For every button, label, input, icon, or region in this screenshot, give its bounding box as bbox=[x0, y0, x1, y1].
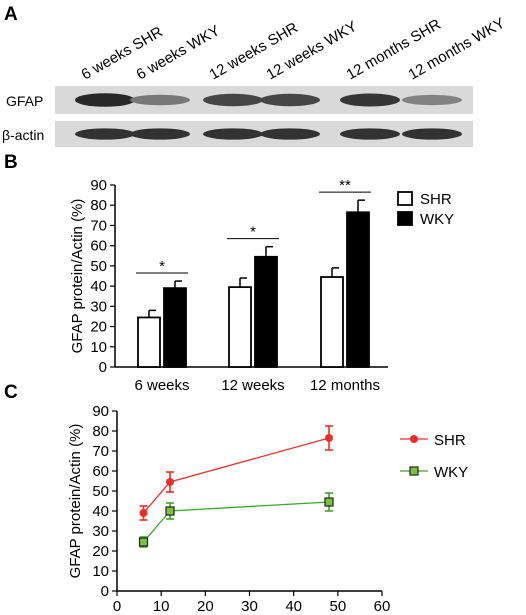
x-tick-label: 20 bbox=[197, 598, 214, 615]
blot-band bbox=[75, 128, 135, 140]
bar-shr bbox=[228, 286, 252, 368]
blot-band bbox=[260, 128, 320, 140]
y-tick-label: 10 bbox=[92, 563, 109, 580]
significance-mark: * bbox=[159, 258, 165, 275]
legend-swatch-wky bbox=[397, 211, 413, 226]
data-point-wky bbox=[138, 537, 149, 547]
y-tick-label: 60 bbox=[92, 463, 109, 480]
x-tick-label: 12 weeks bbox=[221, 377, 284, 394]
blot-band bbox=[130, 128, 190, 140]
data-point-shr bbox=[166, 478, 174, 486]
panel-b-bar-chart: B 0 10 20 30 40 50 60 70 80 90 6 weeks * 12 weeks * 12… bbox=[4, 152, 454, 394]
y-tick-label: 10 bbox=[90, 339, 107, 356]
y-axis-label: GFAP protein/Actin (%) bbox=[67, 424, 84, 579]
bar-shr bbox=[137, 316, 161, 368]
y-tick-label: 30 bbox=[90, 298, 107, 315]
y-tick-label: 50 bbox=[90, 258, 107, 275]
blot-band bbox=[340, 93, 400, 107]
y-tick-label: 90 bbox=[92, 403, 109, 420]
y-tick-label: 40 bbox=[90, 278, 107, 295]
x-tick-label: 10 bbox=[153, 598, 170, 615]
y-tick-label: 0 bbox=[101, 583, 109, 600]
y-tick-label: 20 bbox=[90, 319, 107, 336]
blot-band bbox=[203, 93, 263, 107]
bar-wky bbox=[254, 255, 278, 368]
blot-band bbox=[203, 128, 263, 140]
x-tick-label: 30 bbox=[241, 598, 258, 615]
bar-shr bbox=[320, 276, 344, 368]
blot-band bbox=[402, 94, 462, 106]
y-tick-label: 70 bbox=[92, 443, 109, 460]
legend-marker-shr bbox=[410, 435, 418, 443]
y-tick-label: 20 bbox=[92, 543, 109, 560]
bar-chart: 0 10 20 30 40 50 60 70 80 90 6 weeks * 12 weeks * 12 m… bbox=[69, 177, 454, 394]
blot-band bbox=[130, 94, 190, 106]
blot-band bbox=[260, 93, 320, 107]
panel-label-a: A bbox=[4, 4, 18, 25]
legend-label-shr: SHR bbox=[434, 432, 466, 449]
x-tick-label: 50 bbox=[329, 598, 346, 615]
data-point-wky bbox=[324, 497, 334, 507]
blot-band bbox=[402, 128, 462, 140]
legend-label-shr: SHR bbox=[420, 191, 452, 208]
bar-wky bbox=[163, 287, 187, 368]
actin-row-label: β-actin bbox=[2, 127, 44, 143]
x-tick-label: 6 weeks bbox=[134, 377, 189, 394]
x-tick-label: 40 bbox=[285, 598, 302, 615]
y-tick-label: 60 bbox=[90, 238, 107, 255]
blot-band bbox=[340, 128, 400, 140]
legend-swatch-shr bbox=[397, 191, 413, 206]
panel-label-b: B bbox=[4, 152, 18, 173]
y-axis-label: GFAP protein/Actin (%) bbox=[69, 199, 86, 354]
actin-bands bbox=[75, 128, 462, 140]
blot-band bbox=[75, 93, 135, 107]
significance-mark: * bbox=[250, 224, 256, 241]
y-tick-label: 80 bbox=[90, 197, 107, 214]
y-tick-label: 80 bbox=[92, 423, 109, 440]
series-line-shr bbox=[143, 437, 330, 514]
y-tick-label: 0 bbox=[99, 359, 107, 376]
panel-label-c: C bbox=[4, 382, 18, 403]
data-point-shr bbox=[139, 509, 148, 517]
significance-mark: ** bbox=[339, 177, 351, 194]
line-chart: 0 10 20 30 40 50 60 70 80 90 0 10 20 30 40 50 60 GFAP pro… bbox=[67, 403, 468, 615]
x-tick-label: 0 bbox=[113, 598, 121, 615]
bar-wky bbox=[346, 211, 370, 368]
legend-label-wky: WKY bbox=[420, 211, 454, 228]
y-tick-label: 30 bbox=[92, 523, 109, 540]
panel-c-line-chart: C 0 10 20 30 40 50 60 70 80 90 0 10 20 30 40 50 60 GFAP p… bbox=[4, 382, 468, 615]
data-point-wky bbox=[165, 506, 175, 516]
x-tick-label: 12 months bbox=[310, 377, 380, 394]
legend-label-wky: WKY bbox=[434, 464, 468, 481]
legend-marker-wky bbox=[409, 466, 419, 476]
y-tick-label: 50 bbox=[92, 483, 109, 500]
y-tick-label: 40 bbox=[92, 503, 109, 520]
data-point-shr bbox=[325, 434, 333, 442]
y-tick-label: 90 bbox=[90, 177, 107, 194]
gfap-bands bbox=[75, 93, 462, 107]
x-tick-label: 60 bbox=[374, 598, 391, 615]
y-tick-label: 70 bbox=[90, 217, 107, 234]
gfap-row-label: GFAP bbox=[6, 93, 43, 109]
